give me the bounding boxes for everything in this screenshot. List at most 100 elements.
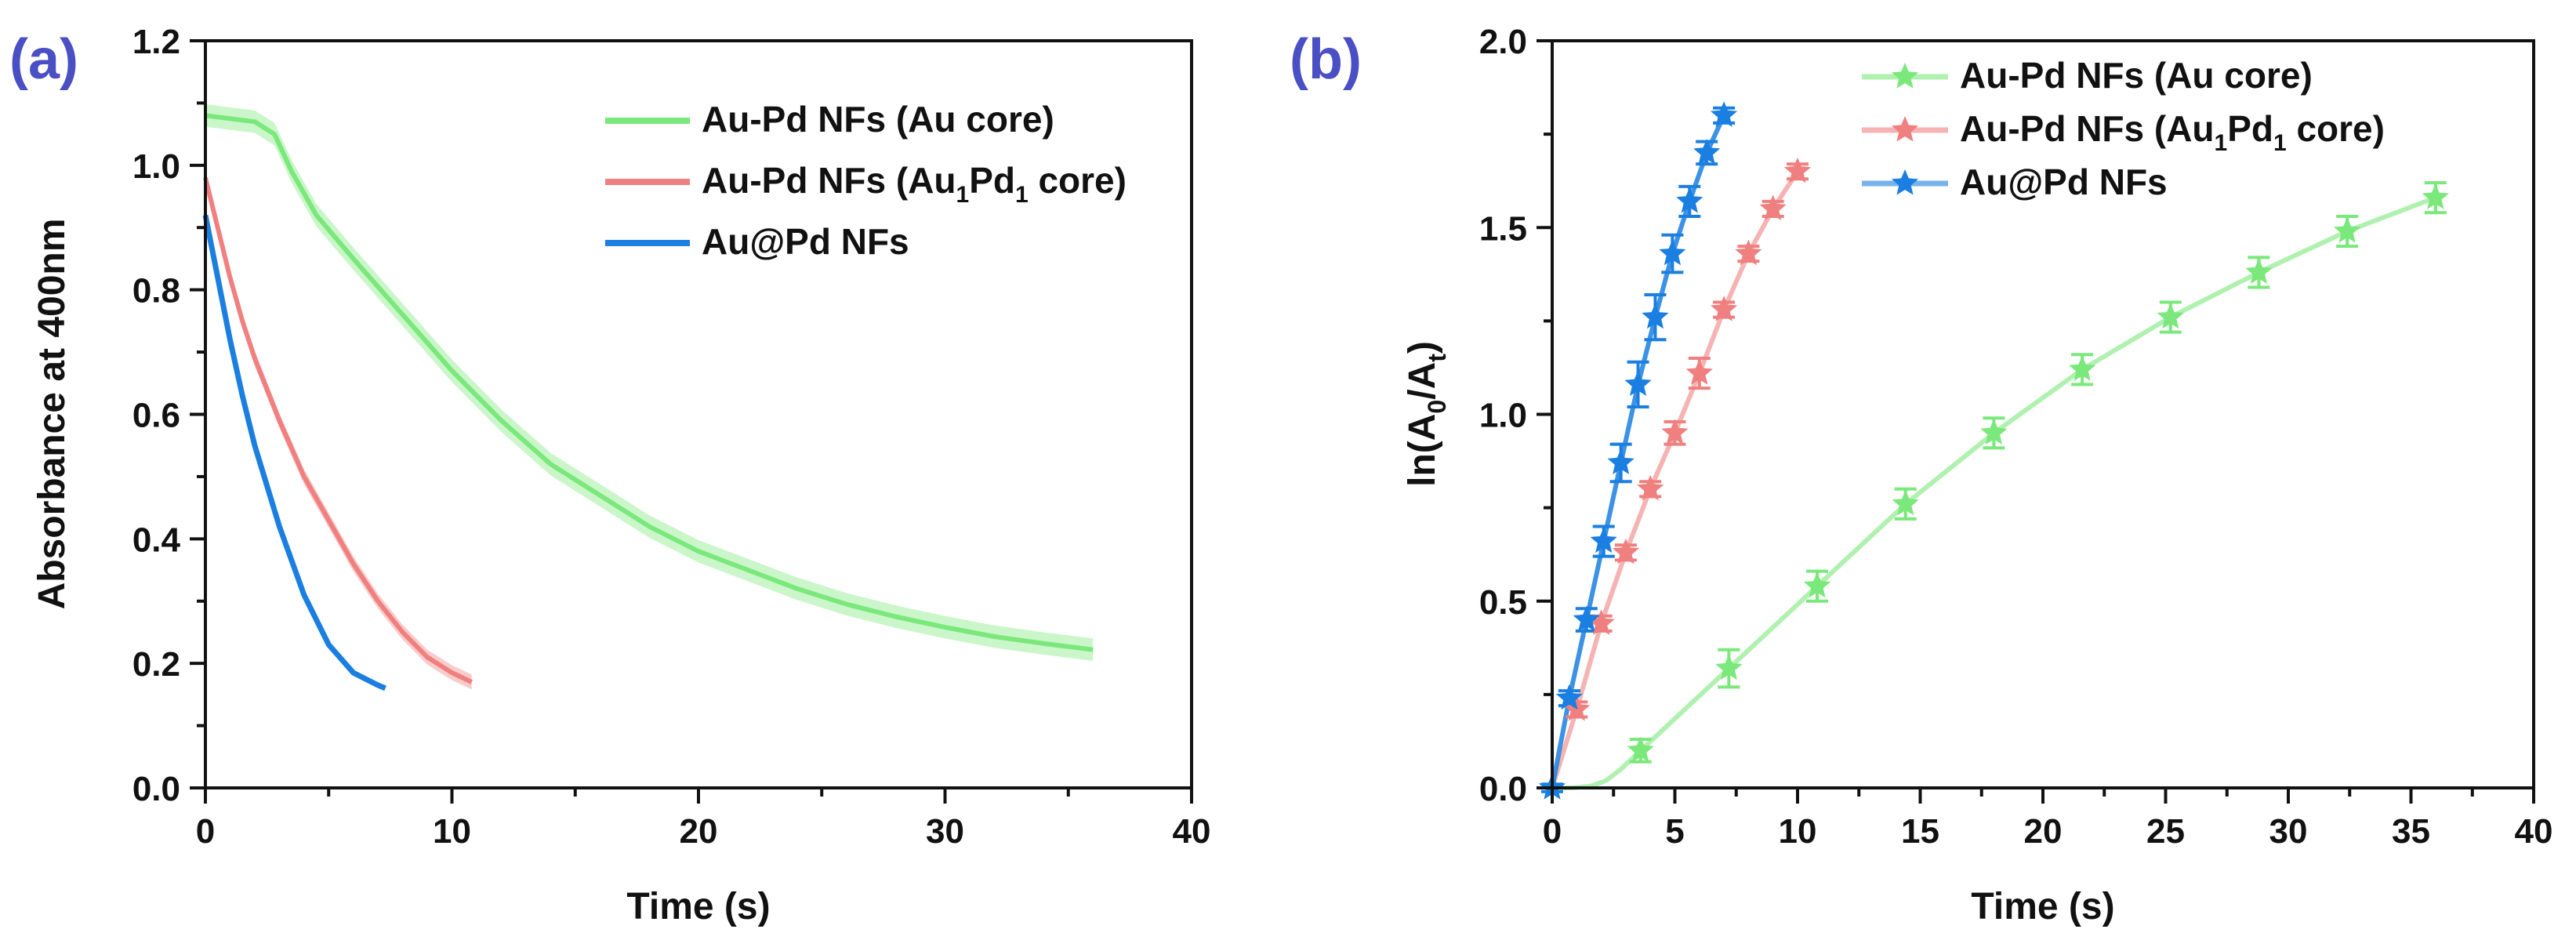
b-marker-series-2 xyxy=(1642,303,1669,329)
panel-label-a: (a) xyxy=(9,28,78,91)
b-marker-series-0 xyxy=(2422,183,2449,209)
b-marker-series-2 xyxy=(1693,139,1721,165)
b-x-tick-label: 0 xyxy=(1543,812,1562,851)
b-ylabel-tail: ) xyxy=(1402,341,1443,354)
b-line-series-0 xyxy=(1552,195,2436,790)
b-legend-label-1-label-mid: Pd xyxy=(2227,108,2273,149)
b-legend-label-1-label-main: Au-Pd NFs (Au xyxy=(1960,108,2215,149)
b-legend-label-1: Au-Pd NFs (Au1Pd1 core) xyxy=(1960,108,2385,156)
b-y-axis-title: ln(A0/At) xyxy=(1402,341,1451,487)
a-legend-label-2-label-main: Au@Pd NFs xyxy=(702,221,909,262)
b-y-ticks: 0.0 0.5 1.0 1.5 2.0 xyxy=(1479,23,1552,808)
b-legend-marker-2 xyxy=(1891,169,1919,195)
b-legend-label-1-label-sub2: 1 xyxy=(2273,130,2287,156)
a-legend-label-1-label-main: Au-Pd NFs (Au xyxy=(702,160,956,201)
a-y-ticks: 0.0 0.2 0.4 0.6 0.8 1.0 1.2 xyxy=(132,23,205,808)
a-y-tick-label: 0.8 xyxy=(132,272,180,310)
b-legend-label-2: Au@Pd NFs xyxy=(1960,162,2168,202)
b-marker-series-1 xyxy=(1783,157,1812,183)
b-line-series-1 xyxy=(1550,170,1800,789)
b-x-tick-label: 35 xyxy=(2392,812,2430,851)
a-legend-label-2: Au@Pd NFs xyxy=(702,221,909,262)
b-marker-series-2 xyxy=(1590,527,1617,553)
b-marker-series-2 xyxy=(1607,448,1634,474)
a-x-tick-label: 0 xyxy=(196,812,215,851)
b-ylabel-mid: /A xyxy=(1402,362,1443,400)
b-marker-series-0 xyxy=(2334,217,2361,243)
a-line-series-0 xyxy=(205,113,1094,652)
b-x-tick-label: 25 xyxy=(2146,812,2185,851)
a-x-ticks: 0 10 20 30 40 xyxy=(196,788,1211,851)
a-x-tick-label: 10 xyxy=(433,812,471,851)
b-marker-series-1 xyxy=(1735,239,1762,266)
b-y-tick-label: 1.0 xyxy=(1479,397,1527,435)
b-marker-series-1 xyxy=(1711,296,1738,321)
b-y-tick-label: 0.5 xyxy=(1479,583,1527,622)
a-y-tick-label: 0.2 xyxy=(132,645,180,684)
b-marker-series-1 xyxy=(1612,538,1639,564)
a-legend-label-1-label-sub1: 1 xyxy=(956,182,970,208)
b-x-axis-title: Time (s) xyxy=(1971,886,2114,927)
b-legend-label-0: Au-Pd NFs (Au core) xyxy=(1960,55,2313,96)
b-ylabel-main: ln(A xyxy=(1402,414,1443,487)
b-marker-series-1 xyxy=(1685,359,1713,385)
panel-label-b: (b) xyxy=(1290,28,1362,91)
panel-a: (a) 0 10 20 30 40 0.0 0.2 0.4 0.6 0.8 1.0 1.2 Time… xyxy=(9,23,1210,927)
b-marker-series-0 xyxy=(1980,419,2008,445)
b-marker-series-0 xyxy=(1627,736,1654,762)
b-x-tick-label: 15 xyxy=(1901,812,1939,851)
b-x-tick-label: 30 xyxy=(2269,812,2308,851)
a-legend: Au-Pd NFs (Au core)Au-Pd NFs (Au1Pd1 cor… xyxy=(605,99,1127,262)
b-marker-series-2 xyxy=(1676,187,1703,213)
a-series-lines xyxy=(202,113,1094,691)
a-y-tick-label: 0.0 xyxy=(132,770,180,808)
a-y-tick-label: 0.4 xyxy=(132,521,181,559)
b-marker-series-0 xyxy=(1892,489,1919,516)
b-x-ticks: 0 5 10 15 20 25 30 35 40 xyxy=(1543,788,2552,851)
a-legend-label-1: Au-Pd NFs (Au1Pd1 core) xyxy=(702,160,1127,208)
b-legend-label-0-label-main: Au-Pd NFs (Au core) xyxy=(1960,55,2313,96)
b-y-tick-label: 2.0 xyxy=(1479,23,1527,61)
a-legend-label-1-label-tail: core) xyxy=(1029,160,1127,201)
b-marker-series-0 xyxy=(2069,355,2096,381)
a-line-series-1 xyxy=(203,176,473,684)
a-y-tick-label: 1.2 xyxy=(132,23,180,61)
b-marker-series-0 xyxy=(1715,654,1743,681)
b-marker-series-0 xyxy=(1803,572,1831,598)
b-legend-marker-1 xyxy=(1891,116,1919,142)
b-markers xyxy=(1538,101,2449,800)
b-marker-series-0 xyxy=(2157,303,2184,329)
b-marker-series-2 xyxy=(1711,101,1738,127)
a-plot-frame xyxy=(204,39,1193,789)
a-x-axis-title: Time (s) xyxy=(626,886,770,927)
a-x-tick-label: 40 xyxy=(1173,812,1211,851)
b-legend-label-1-label-sub1: 1 xyxy=(2215,130,2228,156)
a-legend-label-0-label-main: Au-Pd NFs (Au core) xyxy=(702,99,1054,140)
b-marker-series-0 xyxy=(2245,258,2273,284)
b-x-tick-label: 10 xyxy=(1779,812,1817,851)
panel-b: (b) 0 5 10 15 20 25 30 35 40 0.00.51.01.52.0 Tim… xyxy=(1290,23,2552,927)
b-legend-label-2-label-main: Au@Pd NFs xyxy=(1960,162,2168,202)
a-y-axis-title: Absorbance at 400nm xyxy=(31,219,73,610)
b-y-tick-label: 0.0 xyxy=(1479,770,1527,808)
b-marker-series-1 xyxy=(1661,419,1689,445)
b-x-tick-label: 20 xyxy=(2024,812,2063,851)
b-legend: Au-Pd NFs (Au core)Au-Pd NFs (Au1Pd1 cor… xyxy=(1862,55,2385,202)
a-y-tick-label: 1.0 xyxy=(132,147,180,186)
a-legend-label-1-label-sub2: 1 xyxy=(1015,182,1029,208)
b-marker-series-1 xyxy=(1759,194,1787,220)
b-legend-marker-0 xyxy=(1891,63,1919,89)
a-line-series-2 xyxy=(202,214,386,691)
b-marker-series-1 xyxy=(1637,474,1664,501)
b-marker-series-2 xyxy=(1573,605,1600,632)
a-legend-label-1-label-mid: Pd xyxy=(969,160,1015,201)
a-x-tick-label: 30 xyxy=(926,812,964,851)
b-marker-series-2 xyxy=(1659,239,1686,266)
a-legend-label-0: Au-Pd NFs (Au core) xyxy=(702,99,1054,140)
b-error-bars xyxy=(1541,106,2447,793)
b-legend-label-1-label-tail: core) xyxy=(2287,108,2385,149)
a-y-tick-label: 0.6 xyxy=(132,397,180,435)
b-marker-series-2 xyxy=(1555,684,1583,710)
a-x-tick-label: 20 xyxy=(680,812,718,851)
